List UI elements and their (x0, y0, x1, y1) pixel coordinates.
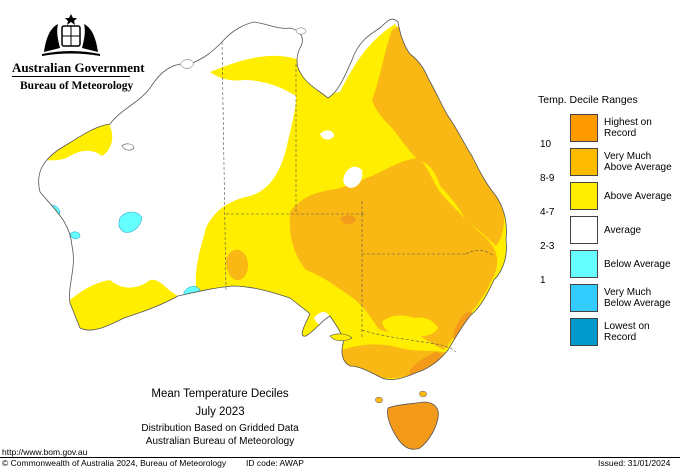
island (121, 143, 135, 151)
legend-label: Very Much Above Average (604, 151, 672, 173)
legend-range-label: 4-7 (540, 207, 555, 218)
state-borders (221, 41, 495, 353)
legend-range-label: 1 (540, 275, 546, 286)
region-average-central-patch (343, 166, 363, 188)
legend-swatch (570, 250, 598, 278)
legend-label-line: Above Average (604, 162, 672, 173)
legend-range-label: 2-3 (540, 241, 555, 252)
legend-label-line: Below Average (604, 259, 671, 270)
legend-range-label: 10 (540, 139, 552, 150)
island (179, 59, 195, 69)
map-subtitle-1: Distribution Based on Gridded Data (141, 423, 299, 434)
legend-swatch (570, 284, 598, 312)
coat-of-arms-icon (42, 14, 100, 56)
government-title: Australian Government (12, 60, 145, 75)
island (419, 390, 427, 398)
region-below-average-patch (118, 211, 143, 233)
legend-title: Temp. Decile Ranges (538, 94, 638, 106)
legend-label-line: Very Much (604, 151, 652, 162)
map-title: Mean Temperature Deciles (151, 388, 289, 400)
legend-label-line: Lowest on (604, 321, 650, 332)
legend-label-line: Record (604, 332, 637, 343)
region-below-average-patch (40, 204, 61, 222)
map-period: July 2023 (195, 406, 245, 418)
region-average-north-patch (320, 130, 334, 140)
legend-label: Very Much Below Average (604, 287, 671, 309)
tasmania (387, 401, 439, 450)
legend-label: Below Average (604, 259, 671, 270)
footer-url[interactable]: http://www.bom.gov.au (2, 447, 88, 457)
region-above-average-north-west (40, 122, 113, 161)
region-highest-central (340, 215, 356, 225)
region-above-average-south-east-inland (382, 315, 438, 337)
legend-swatch (570, 182, 598, 210)
footer-id-code: ID code: AWAP (246, 458, 304, 468)
region-very-much-above-west-central (226, 249, 248, 281)
legend-label-line: Average (604, 225, 642, 236)
legend-swatch (570, 148, 598, 176)
legend-label-line: Below Average (604, 298, 671, 309)
footer-copyright: © Commonwealth of Australia 2024, Bureau… (2, 458, 227, 468)
kangaroo-island (329, 333, 353, 342)
legend-swatch (570, 216, 598, 244)
region-above-average-south-west (60, 279, 190, 340)
legend-label: Average (604, 225, 641, 236)
legend-label-line: Highest on (604, 117, 652, 128)
legend-swatch (570, 318, 598, 346)
footer-issued: Issued: 31/01/2024 (598, 458, 671, 468)
map-subtitle-2: Australian Bureau of Meteorology (145, 436, 295, 447)
header-divider (12, 76, 130, 77)
region-below-average-patch (69, 231, 81, 240)
legend-swatch (570, 114, 598, 142)
legend-label-line: Very Much (604, 287, 652, 298)
region-very-much-above-north-east (372, 24, 504, 246)
legend-label: Highest on Record (604, 117, 652, 139)
legend-label-line: Record (604, 128, 637, 139)
legend-label: Above Average (604, 191, 672, 202)
legend-range-label: 8-9 (540, 173, 555, 184)
legend-label: Lowest on Record (604, 321, 650, 343)
footer-divider (0, 457, 680, 458)
island (375, 396, 383, 404)
agency-title: Bureau of Meteorology (20, 80, 134, 92)
island (295, 27, 307, 35)
legend-label-line: Above Average (604, 191, 672, 202)
